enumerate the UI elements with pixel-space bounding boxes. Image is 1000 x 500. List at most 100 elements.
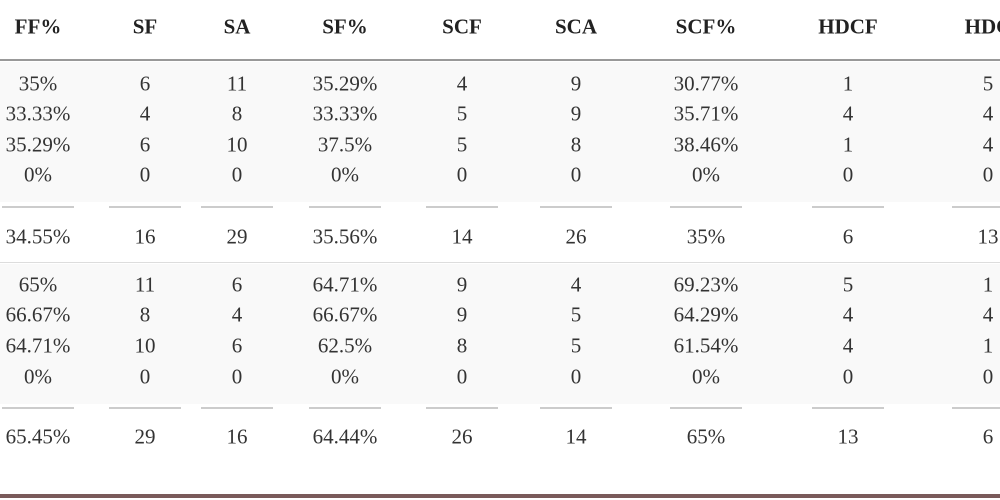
table-cell: 9 — [456, 272, 468, 297]
table-cell: 5 — [842, 272, 854, 297]
table-cell: 0 — [982, 364, 994, 389]
table-cell: 5 — [570, 333, 582, 358]
table-cell: 0 — [456, 162, 468, 187]
table-cell: 66.67% — [312, 302, 378, 327]
column-header: SCA — [554, 14, 598, 39]
table-cell: 4 — [982, 101, 994, 126]
bottom-border — [0, 494, 1000, 498]
table-cell: 33.33% — [312, 101, 378, 126]
table-cell: 0% — [331, 364, 359, 389]
table-cell: 16 — [134, 224, 156, 249]
table-cell: 0 — [842, 364, 854, 389]
table-cell: 0 — [570, 364, 582, 389]
table-cell: 6 — [139, 71, 151, 96]
table-cell: 35.71% — [673, 101, 739, 126]
table-cell: 33.33% — [5, 101, 71, 126]
table-cell: 9 — [456, 302, 468, 327]
table-cell: 5 — [982, 71, 994, 96]
table-cell: 64.44% — [312, 424, 378, 449]
column-header: HDCF — [818, 14, 878, 39]
table-cell: 26 — [565, 224, 587, 249]
table-cell: 4 — [842, 333, 854, 358]
table-cell: 13 — [977, 224, 999, 249]
table-cell: 0 — [139, 364, 151, 389]
header-rule — [0, 59, 1000, 61]
subtotal-rule — [201, 407, 273, 409]
subtotal-rule — [109, 206, 181, 208]
table-cell: 0% — [24, 364, 52, 389]
subtotal-rule — [309, 206, 381, 208]
column-header: SF% — [322, 14, 368, 39]
table-cell: 35% — [686, 224, 726, 249]
table-cell: 9 — [570, 71, 582, 96]
table-cell: 4 — [231, 302, 243, 327]
subtotal-rule — [812, 407, 884, 409]
table-cell: 5 — [456, 101, 468, 126]
table-cell: 10 — [134, 333, 156, 358]
table-cell: 30.77% — [673, 71, 739, 96]
subtotal-rule — [109, 407, 181, 409]
table-cell: 0% — [692, 364, 720, 389]
table-cell: 0 — [139, 162, 151, 187]
table-cell: 4 — [456, 71, 468, 96]
table-cell: 0% — [24, 162, 52, 187]
table-cell: 1 — [982, 272, 994, 297]
subtotal-rule — [426, 206, 498, 208]
subtotal-rule — [426, 407, 498, 409]
column-header: SCF — [442, 14, 482, 39]
table-cell: 64.29% — [673, 302, 739, 327]
table-cell: 0 — [982, 162, 994, 187]
table-cell: 1 — [842, 71, 854, 96]
subtotal-rule — [812, 206, 884, 208]
table-cell: 5 — [570, 302, 582, 327]
column-header: SF — [132, 14, 158, 39]
table-cell: 29 — [226, 224, 248, 249]
table-cell: 11 — [226, 71, 248, 96]
table-cell: 6 — [231, 272, 243, 297]
table-cell: 5 — [456, 132, 468, 157]
table-cell: 37.5% — [317, 132, 373, 157]
table-cell: 14 — [451, 224, 473, 249]
table-cell: 65% — [686, 424, 726, 449]
table-cell: 0% — [331, 162, 359, 187]
subtotal-rule — [540, 206, 612, 208]
subtotal-rule — [2, 407, 74, 409]
table-cell: 11 — [134, 272, 156, 297]
column-header: HDC — [964, 14, 1000, 39]
table-cell: 6 — [231, 333, 243, 358]
table-cell: 65% — [18, 272, 58, 297]
table-cell: 6 — [139, 132, 151, 157]
table-cell: 0 — [842, 162, 854, 187]
column-header: FF% — [14, 14, 62, 39]
table-cell: 4 — [842, 302, 854, 327]
table-cell: 4 — [982, 302, 994, 327]
row-band — [0, 264, 1000, 404]
table-cell: 14 — [565, 424, 587, 449]
table-cell: 35.29% — [312, 71, 378, 96]
table-cell: 64.71% — [5, 333, 71, 358]
row-band — [0, 62, 1000, 202]
table-cell: 8 — [231, 101, 243, 126]
table-cell: 1 — [982, 333, 994, 358]
table-cell: 62.5% — [317, 333, 373, 358]
table-cell: 8 — [139, 302, 151, 327]
table-cell: 6 — [982, 424, 994, 449]
subtotal-rule — [2, 206, 74, 208]
table-cell: 0 — [231, 364, 243, 389]
subtotal-rule — [201, 206, 273, 208]
table-cell: 29 — [134, 424, 156, 449]
table-cell: 10 — [226, 132, 248, 157]
table-cell: 16 — [226, 424, 248, 449]
table-cell: 13 — [837, 424, 859, 449]
table-cell: 4 — [139, 101, 151, 126]
table-cell: 8 — [456, 333, 468, 358]
column-header: SCF% — [675, 14, 737, 39]
subtotal-rule — [540, 407, 612, 409]
table-cell: 4 — [842, 101, 854, 126]
table-cell: 35% — [18, 71, 58, 96]
table-cell: 0 — [231, 162, 243, 187]
table-cell: 66.67% — [5, 302, 71, 327]
table-cell: 65.45% — [5, 424, 71, 449]
table-cell: 61.54% — [673, 333, 739, 358]
subtotal-rule — [952, 407, 1000, 409]
